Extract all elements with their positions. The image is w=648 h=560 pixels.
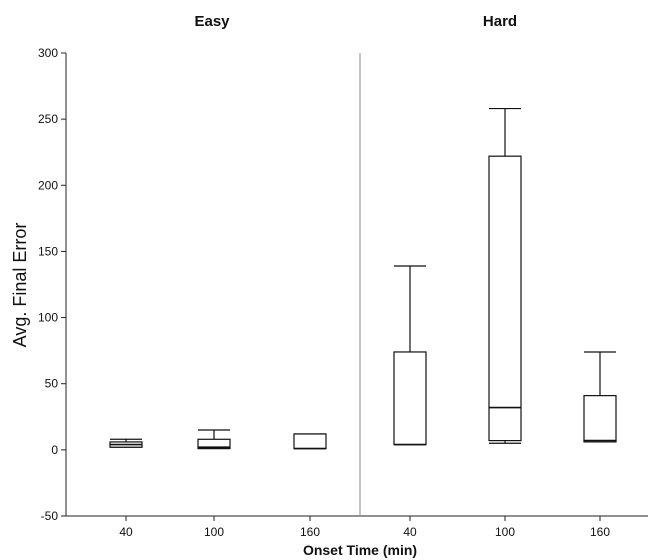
x-tick-label: 40 <box>119 525 133 539</box>
panel-title: Hard <box>483 13 517 30</box>
iqr-box <box>197 438 231 450</box>
box-easy-160 <box>293 433 327 450</box>
x-tick-label: 40 <box>403 525 417 539</box>
iqr-box <box>393 351 427 446</box>
panel-titles: Easy Hard <box>194 13 517 30</box>
box-hard-160 <box>583 351 617 443</box>
y-axis-label: Avg. Final Error <box>10 223 30 348</box>
x-tick-label: 100 <box>495 525 515 539</box>
y-axis: -50 0 50 100 150 200 250 300 <box>38 46 67 523</box>
y-tick-label: 250 <box>38 112 58 126</box>
box-easy-100 <box>197 429 231 450</box>
box-hard-100 <box>488 107 522 444</box>
iqr-box <box>488 155 522 442</box>
y-tick-label: -50 <box>41 509 59 523</box>
x-tick-label: 160 <box>590 525 610 539</box>
box-hard-40 <box>393 265 427 446</box>
y-tick-label: 150 <box>38 244 58 258</box>
y-tick-label: 50 <box>45 377 59 391</box>
x-axis: 40 100 160 40 100 160 <box>66 53 648 539</box>
y-tick-label: 100 <box>38 311 58 325</box>
y-tick-label: 0 <box>51 443 58 457</box>
x-tick-label: 160 <box>300 525 320 539</box>
iqr-box <box>293 433 327 450</box>
iqr-box <box>583 395 617 443</box>
box-easy-40 <box>109 438 143 448</box>
y-tick-label: 200 <box>38 178 58 192</box>
y-tick-label: 300 <box>38 46 58 60</box>
x-axis-label: Onset Time (min) <box>303 542 417 558</box>
box-series <box>109 107 617 450</box>
panel-title: Easy <box>194 13 230 30</box>
x-tick-label: 100 <box>204 525 224 539</box>
